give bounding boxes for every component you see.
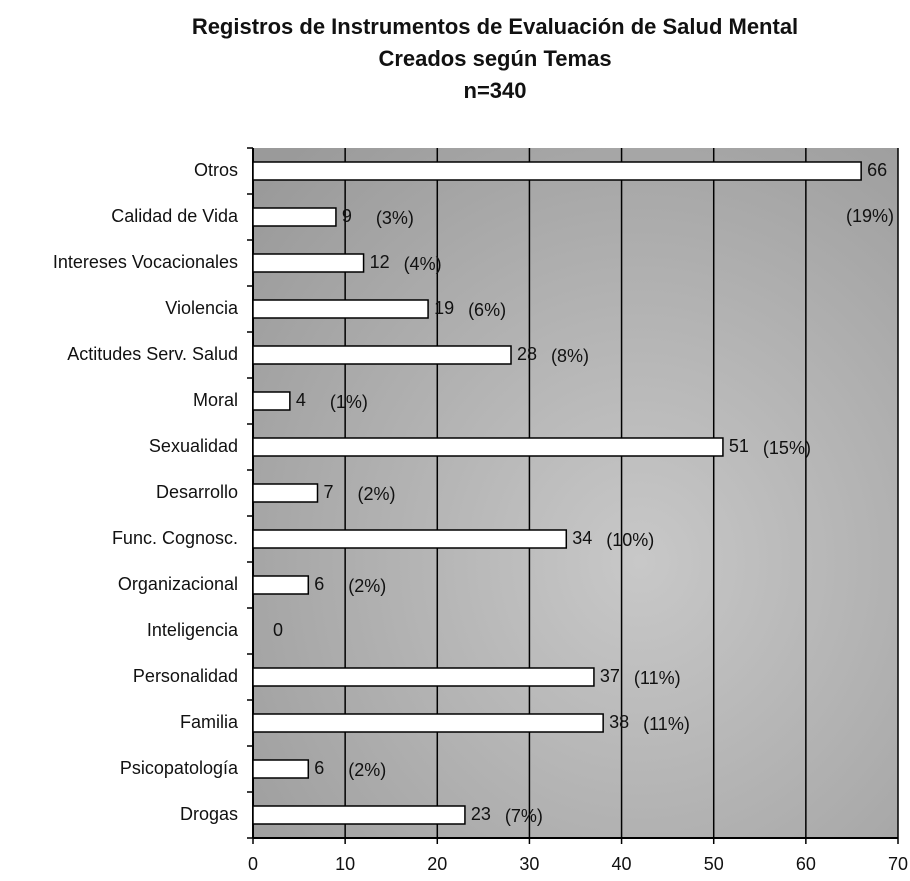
- value-label: 9: [342, 206, 352, 226]
- percent-label: (3%): [376, 208, 414, 228]
- chart-subtitle: Creados según Temas: [378, 46, 611, 71]
- value-label: 37: [600, 666, 620, 686]
- chart-title: Registros de Instrumentos de Evaluación …: [192, 14, 798, 39]
- y-tick-label: Func. Cognosc.: [112, 528, 238, 548]
- y-tick-label: Moral: [193, 390, 238, 410]
- bar: [252, 483, 319, 503]
- y-tick-label: Psicopatología: [120, 758, 239, 778]
- y-tick-label: Personalidad: [133, 666, 238, 686]
- x-tick-label: 60: [796, 854, 816, 874]
- value-label: 12: [370, 252, 390, 272]
- value-label: 7: [324, 482, 334, 502]
- y-tick-label: Familia: [180, 712, 239, 732]
- y-tick-label: Desarrollo: [156, 482, 238, 502]
- bar: [252, 667, 595, 687]
- bar: [252, 759, 310, 779]
- bar: [252, 437, 724, 457]
- bar: [252, 529, 568, 549]
- x-tick-label: 70: [888, 854, 908, 874]
- y-tick-label: Sexualidad: [149, 436, 238, 456]
- bar: [252, 805, 466, 825]
- x-tick-label: 0: [248, 854, 258, 874]
- bar: [252, 713, 604, 733]
- y-tick-label: Actitudes Serv. Salud: [67, 344, 238, 364]
- percent-label: (2%): [358, 484, 396, 504]
- value-label: 28: [517, 344, 537, 364]
- sample-size: n=340: [464, 78, 527, 103]
- y-tick-label: Drogas: [180, 804, 238, 824]
- value-label: 23: [471, 804, 491, 824]
- y-tick-label: Otros: [194, 160, 238, 180]
- percent-label: (2%): [348, 576, 386, 596]
- percent-label: (4%): [404, 254, 442, 274]
- bar: [252, 161, 862, 181]
- y-tick-label: Inteligencia: [147, 620, 239, 640]
- percent-label: (8%): [551, 346, 589, 366]
- x-tick-label: 20: [427, 854, 447, 874]
- value-label: 6: [314, 574, 324, 594]
- y-tick-label: Organizacional: [118, 574, 238, 594]
- value-label: 38: [609, 712, 629, 732]
- value-label: 6: [314, 758, 324, 778]
- value-label: 51: [729, 436, 749, 456]
- value-label: 4: [296, 390, 306, 410]
- percent-label: (19%): [846, 206, 894, 226]
- plot-area: [253, 148, 898, 838]
- value-label: 0: [273, 620, 283, 640]
- x-tick-label: 40: [612, 854, 632, 874]
- y-tick-label: Intereses Vocacionales: [53, 252, 238, 272]
- x-tick-label: 50: [704, 854, 724, 874]
- percent-label: (7%): [505, 806, 543, 826]
- bar: [252, 575, 310, 595]
- y-tick-label: Violencia: [165, 298, 239, 318]
- percent-label: (1%): [330, 392, 368, 412]
- percent-label: (11%): [643, 714, 690, 734]
- percent-label: (15%): [763, 438, 811, 458]
- percent-label: (11%): [634, 668, 681, 688]
- value-label: 66: [867, 160, 887, 180]
- value-label: 34: [572, 528, 592, 548]
- bar: [252, 345, 512, 365]
- y-tick-label: Calidad de Vida: [111, 206, 239, 226]
- x-tick-label: 30: [519, 854, 539, 874]
- bar: [252, 391, 291, 411]
- x-tick-label: 10: [335, 854, 355, 874]
- value-label: 19: [434, 298, 454, 318]
- percent-label: (6%): [468, 300, 506, 320]
- percent-label: (10%): [606, 530, 654, 550]
- bar: [252, 299, 429, 319]
- bar: [252, 207, 337, 227]
- percent-label: (2%): [348, 760, 386, 780]
- bar: [252, 253, 365, 273]
